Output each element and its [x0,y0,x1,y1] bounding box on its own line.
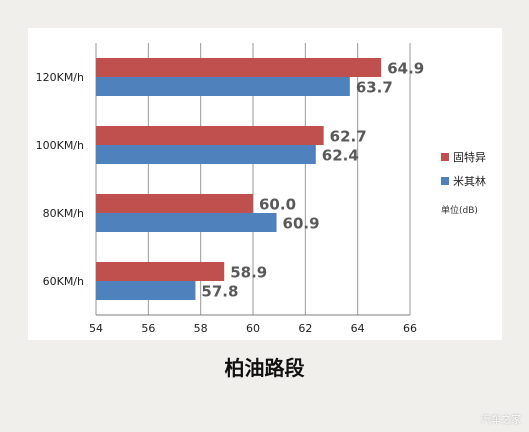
x-tick-label: 56 [141,322,155,335]
data-label: 60.9 [283,215,320,233]
category-label: 120KM/h [36,71,84,84]
bar-red [96,262,225,281]
chart-title: 柏油路段 [224,356,305,380]
category-label: 60KM/h [43,275,84,288]
data-label: 63.7 [356,79,393,97]
bar-blue [96,77,350,96]
data-label: 62.7 [330,128,367,146]
legend-label: 米其林 [453,174,486,188]
data-label: 64.9 [387,60,424,78]
x-tick-label: 66 [403,322,417,335]
category-label: 100KM/h [36,139,84,152]
data-label: 62.4 [322,147,359,165]
x-tick-label: 62 [298,322,312,335]
legend-swatch [441,177,449,185]
x-tick-label: 54 [89,322,103,335]
bar-blue [96,281,196,300]
bar-red [96,58,382,77]
bar-red [96,194,253,213]
x-tick-label: 60 [246,322,260,335]
data-label: 58.9 [230,264,267,282]
unit-label: 单位(dB) [441,204,478,216]
bar-blue [96,145,316,164]
bar-chart: 54 56 58 60 62 64 66 60KM/h 58.957.8 80KM/h 60.060… [36,43,486,335]
x-tick-label: 58 [194,322,208,335]
category-label: 80KM/h [43,207,84,220]
legend-swatch [441,153,449,161]
data-label: 57.8 [201,283,238,301]
bar-blue [96,213,277,232]
chart-panel: 54 56 58 60 62 64 66 60KM/h 58.9 57.8 80KM/h 60.0 60… [28,28,502,340]
x-tick-label: 64 [351,322,365,335]
bar-red [96,126,324,145]
data-label: 60.0 [259,196,296,214]
legend-label: 固特异 [453,150,486,164]
watermark: 汽车之家 [481,415,521,426]
